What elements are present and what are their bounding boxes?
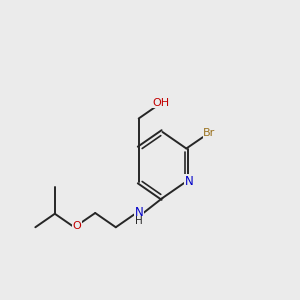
Text: N: N <box>185 175 194 188</box>
Text: Br: Br <box>203 128 215 139</box>
Text: OH: OH <box>153 98 170 108</box>
Text: N: N <box>134 206 143 220</box>
Text: O: O <box>72 221 81 231</box>
Text: H: H <box>135 216 143 226</box>
